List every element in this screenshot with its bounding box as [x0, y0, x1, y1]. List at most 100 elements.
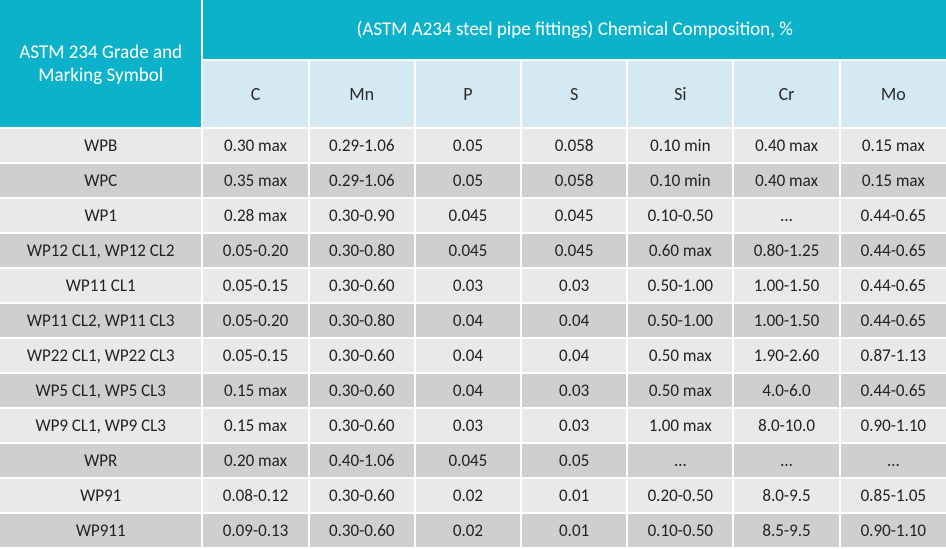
value-cell: 0.15 max: [840, 163, 946, 198]
value-cell: 0.29-1.06: [309, 128, 415, 163]
col-c: C: [202, 60, 308, 128]
value-cell: 0.40 max: [733, 128, 839, 163]
grade-cell: WPC: [0, 163, 202, 198]
value-cell: 0.80-1.25: [733, 233, 839, 268]
grade-cell: WP911: [0, 513, 202, 548]
value-cell: 0.44-0.65: [840, 373, 946, 408]
value-cell: 0.20 max: [202, 443, 308, 478]
table-row: WP10.28 max0.30-0.900.0450.0450.10-0.50……: [0, 198, 946, 233]
value-cell: 0.04: [415, 373, 521, 408]
grade-cell: WP91: [0, 478, 202, 513]
table-row: WP910.08-0.120.30-0.600.020.010.20-0.508…: [0, 478, 946, 513]
value-cell: 0.08-0.12: [202, 478, 308, 513]
table-row: WP12 CL1, WP12 CL20.05-0.200.30-0.800.04…: [0, 233, 946, 268]
value-cell: 0.05-0.20: [202, 303, 308, 338]
value-cell: 0.30-0.60: [309, 478, 415, 513]
table-row: WPB0.30 max0.29-1.060.050.0580.10 min0.4…: [0, 128, 946, 163]
value-cell: 0.10-0.50: [627, 513, 733, 548]
value-cell: 0.20-0.50: [627, 478, 733, 513]
col-mo: Mo: [840, 60, 946, 128]
grade-cell: WP1: [0, 198, 202, 233]
value-cell: 0.29-1.06: [309, 163, 415, 198]
value-cell: 0.30-0.60: [309, 373, 415, 408]
grade-cell: WP9 CL1, WP9 CL3: [0, 408, 202, 443]
value-cell: 0.09-0.13: [202, 513, 308, 548]
value-cell: 0.05: [521, 443, 627, 478]
value-cell: 0.30-0.80: [309, 233, 415, 268]
value-cell: 0.02: [415, 478, 521, 513]
value-cell: 8.0-9.5: [733, 478, 839, 513]
col-p: P: [415, 60, 521, 128]
grade-cell: WP22 CL1, WP22 CL3: [0, 338, 202, 373]
value-cell: 1.90-2.60: [733, 338, 839, 373]
col-s: S: [521, 60, 627, 128]
value-cell: 0.30-0.80: [309, 303, 415, 338]
table-row: WPR0.20 max0.40-1.060.0450.05………: [0, 443, 946, 478]
value-cell: …: [733, 198, 839, 233]
value-cell: 0.44-0.65: [840, 268, 946, 303]
value-cell: 0.87-1.13: [840, 338, 946, 373]
value-cell: 0.30 max: [202, 128, 308, 163]
value-cell: 0.058: [521, 163, 627, 198]
value-cell: 0.10 min: [627, 128, 733, 163]
value-cell: 0.15 max: [202, 408, 308, 443]
col-cr: Cr: [733, 60, 839, 128]
table-body: WPB0.30 max0.29-1.060.050.0580.10 min0.4…: [0, 128, 946, 548]
value-cell: …: [733, 443, 839, 478]
value-cell: 0.30-0.60: [309, 513, 415, 548]
value-cell: 0.05: [415, 163, 521, 198]
value-cell: 0.03: [415, 268, 521, 303]
value-cell: …: [627, 443, 733, 478]
value-cell: 1.00-1.50: [733, 303, 839, 338]
value-cell: 0.05-0.20: [202, 233, 308, 268]
composition-table-container: ASTM 234 Grade and Marking Symbol (ASTM …: [0, 0, 946, 549]
value-cell: 0.01: [521, 478, 627, 513]
value-cell: 0.04: [415, 303, 521, 338]
value-cell: 0.28 max: [202, 198, 308, 233]
value-cell: 0.35 max: [202, 163, 308, 198]
table-row: WP11 CL2, WP11 CL30.05-0.200.30-0.800.04…: [0, 303, 946, 338]
grade-cell: WP12 CL1, WP12 CL2: [0, 233, 202, 268]
table-row: WP22 CL1, WP22 CL30.05-0.150.30-0.600.04…: [0, 338, 946, 373]
value-cell: 0.40-1.06: [309, 443, 415, 478]
value-cell: 0.50-1.00: [627, 303, 733, 338]
value-cell: 0.85-1.05: [840, 478, 946, 513]
value-cell: 0.045: [415, 198, 521, 233]
value-cell: 0.50 max: [627, 338, 733, 373]
value-cell: 0.04: [415, 338, 521, 373]
value-cell: 0.15 max: [202, 373, 308, 408]
grade-cell: WP11 CL1: [0, 268, 202, 303]
value-cell: 0.44-0.65: [840, 198, 946, 233]
table-row: WP9110.09-0.130.30-0.600.020.010.10-0.50…: [0, 513, 946, 548]
value-cell: 0.30-0.60: [309, 268, 415, 303]
value-cell: 0.04: [521, 303, 627, 338]
value-cell: 0.045: [521, 198, 627, 233]
value-cell: 0.30-0.60: [309, 338, 415, 373]
value-cell: 0.02: [415, 513, 521, 548]
table-row: WP11 CL10.05-0.150.30-0.600.030.030.50-1…: [0, 268, 946, 303]
value-cell: 1.00-1.50: [733, 268, 839, 303]
value-cell: 0.40 max: [733, 163, 839, 198]
composition-table: ASTM 234 Grade and Marking Symbol (ASTM …: [0, 0, 946, 549]
composition-header: (ASTM A234 steel pipe fittings) Chemical…: [202, 0, 946, 60]
value-cell: 0.10 min: [627, 163, 733, 198]
grade-header: ASTM 234 Grade and Marking Symbol: [0, 0, 202, 128]
col-mn: Mn: [309, 60, 415, 128]
header-row-1: ASTM 234 Grade and Marking Symbol (ASTM …: [0, 0, 946, 60]
value-cell: 0.045: [415, 233, 521, 268]
value-cell: 0.90-1.10: [840, 408, 946, 443]
value-cell: 0.04: [521, 338, 627, 373]
value-cell: 4.0-6.0: [733, 373, 839, 408]
value-cell: 0.03: [521, 373, 627, 408]
value-cell: 0.03: [415, 408, 521, 443]
value-cell: 0.05-0.15: [202, 338, 308, 373]
value-cell: 0.30-0.60: [309, 408, 415, 443]
table-row: WP9 CL1, WP9 CL30.15 max0.30-0.600.030.0…: [0, 408, 946, 443]
value-cell: 0.05-0.15: [202, 268, 308, 303]
value-cell: 0.30-0.90: [309, 198, 415, 233]
value-cell: 0.05: [415, 128, 521, 163]
value-cell: 0.03: [521, 408, 627, 443]
table-row: WP5 CL1, WP5 CL30.15 max0.30-0.600.040.0…: [0, 373, 946, 408]
value-cell: 0.10-0.50: [627, 198, 733, 233]
value-cell: 8.5-9.5: [733, 513, 839, 548]
